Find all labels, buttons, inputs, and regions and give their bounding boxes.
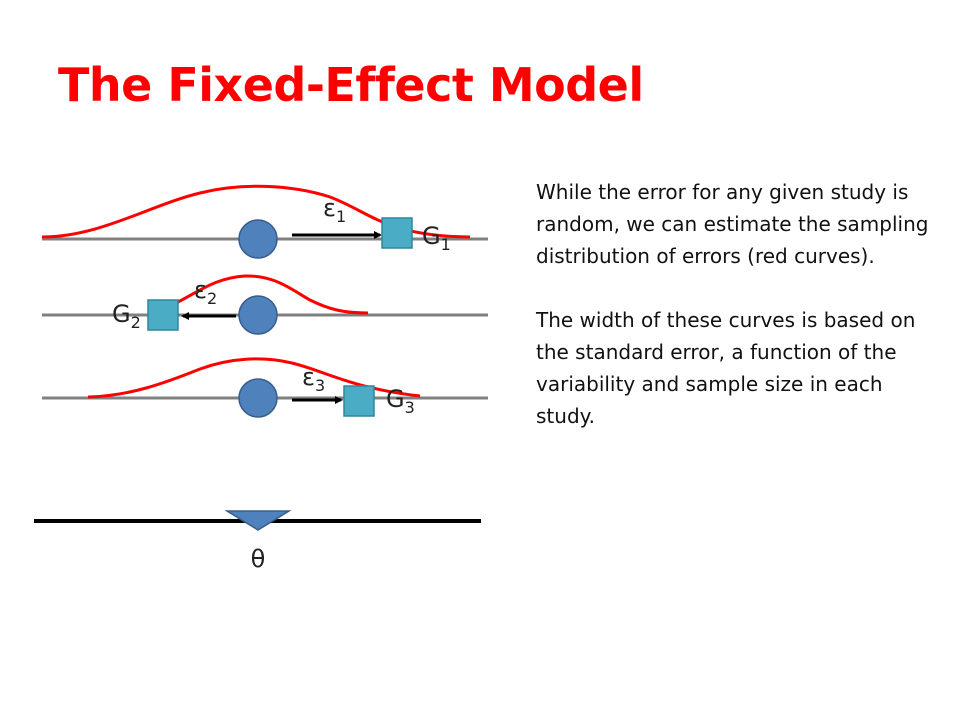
slide-title: The Fixed-Effect Model bbox=[58, 58, 644, 112]
true-effect-circle-1 bbox=[238, 219, 278, 259]
error-curve-2 bbox=[165, 274, 369, 315]
error-symbol-1: ε bbox=[323, 194, 336, 222]
explanation-paragraph-2: The width of these curves is based on th… bbox=[536, 308, 916, 428]
effect-label-2: G2 bbox=[112, 300, 141, 332]
effect-symbol-2: G bbox=[112, 300, 131, 328]
study-row-1: ε1 G1 bbox=[41, 184, 488, 259]
study-row-3: ε3 G3 bbox=[42, 357, 488, 418]
study-effect-square-1 bbox=[381, 217, 413, 249]
true-effect-circle-2 bbox=[238, 295, 278, 335]
error-curve-3 bbox=[87, 357, 421, 399]
error-subscript-1: 1 bbox=[336, 207, 346, 226]
effect-subscript-2: 2 bbox=[131, 313, 141, 332]
explanation-text: While the error for any given study is r… bbox=[536, 176, 936, 432]
effect-label-3: G3 bbox=[386, 385, 415, 417]
effect-label-1: G1 bbox=[422, 222, 451, 254]
study-effect-square-2 bbox=[147, 299, 179, 331]
error-subscript-3: 3 bbox=[315, 376, 325, 395]
effect-symbol-3: G bbox=[386, 385, 405, 413]
effect-subscript-3: 3 bbox=[405, 398, 415, 417]
study-row-2: ε2 G2 bbox=[42, 274, 488, 335]
error-label-1: ε1 bbox=[323, 194, 346, 226]
study-effect-square-3 bbox=[343, 385, 375, 417]
effect-symbol-1: G bbox=[422, 222, 441, 250]
error-subscript-2: 2 bbox=[207, 289, 217, 308]
explanation-paragraph-1: While the error for any given study is r… bbox=[536, 180, 929, 268]
error-symbol-3: ε bbox=[302, 363, 315, 391]
true-effect-label: θ bbox=[251, 545, 266, 573]
true-effect-marker bbox=[224, 510, 292, 531]
error-symbol-2: ε bbox=[194, 276, 207, 304]
true-effect-circle-3 bbox=[238, 378, 278, 418]
error-label-2: ε2 bbox=[194, 276, 217, 308]
error-label-3: ε3 bbox=[302, 363, 325, 395]
true-effect-axis-group: θ bbox=[34, 510, 481, 573]
effect-subscript-1: 1 bbox=[441, 235, 451, 254]
